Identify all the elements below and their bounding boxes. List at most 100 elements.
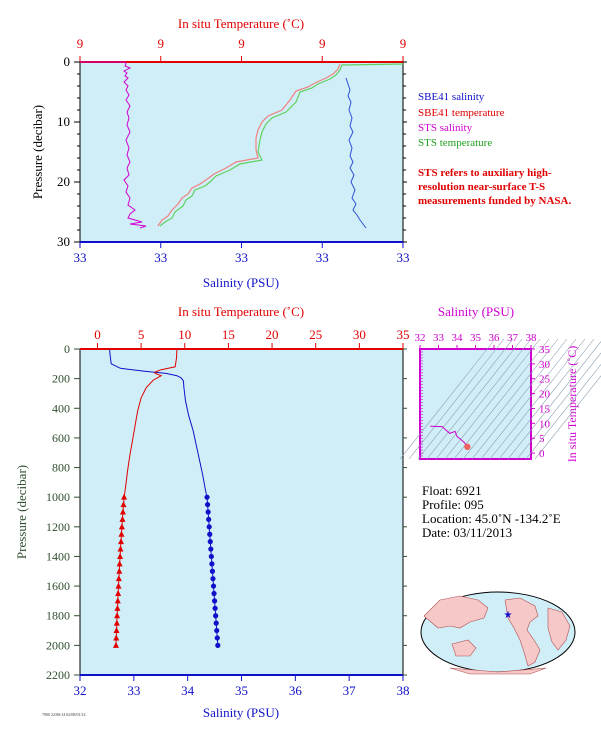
float-location: Location: 45.0˚N -134.2˚E: [422, 511, 561, 526]
panel-a-top-tick-label: 9: [400, 36, 407, 51]
profile-date: Date: 03/11/2013: [422, 525, 513, 540]
panel-b-salinity-point: [215, 642, 221, 648]
panel-b-temperature-point: [114, 612, 121, 619]
ts-deep-cluster: [464, 443, 471, 451]
panel-b-salinity-point: [213, 620, 219, 626]
ts-density-contour: [408, 338, 505, 460]
ts-plot-area: [419, 348, 532, 460]
panel-b-temperature-point: [119, 508, 126, 515]
ts-diagram-panel: Salinity (PSU) In situ Temperature (˚C) …: [399, 304, 601, 462]
near-surface-panel: In situ Temperature (˚C) Salinity (PSU) …: [30, 16, 505, 290]
panel-b-temperature-point: [114, 597, 121, 604]
ts-trace-line: [430, 425, 468, 448]
legend-item-sbe41-salinity: SBE41 salinity: [418, 91, 485, 103]
panel-b-temperature-point: [117, 545, 124, 552]
panel-b-temperature-point: [116, 567, 123, 574]
map-land-africa: [547, 607, 571, 651]
panel-b-temperature-point: [116, 560, 123, 567]
ts-density-contour: [498, 338, 595, 460]
panel-b-top-tick-label: 20: [266, 327, 279, 342]
panel-a-y-axis-label: Pressure (decibar): [30, 105, 45, 199]
panel-b-y-tick-label: 400: [52, 401, 70, 415]
panel-b-temperature-point: [117, 552, 124, 559]
panel-b-salinity-point: [210, 576, 216, 582]
ts-top-tick-label: 38: [526, 332, 538, 344]
panel-b-y-ticks: 0 200 400 600 800 1000 1200 1400 1600 1800 2000 220…: [46, 342, 407, 682]
panel-a-bottom-tick-label: 33: [154, 250, 167, 265]
ts-top-axis-label: Salinity (PSU): [438, 304, 514, 319]
panel-b-top-tick-label: 0: [94, 327, 101, 342]
panel-a-bottom-axis-label: Salinity (PSU): [203, 275, 279, 290]
panel-b-temperature-point: [121, 493, 128, 500]
panel-b-salinity-point: [214, 635, 220, 641]
panel-b-y-tick-label: 2200: [46, 668, 70, 682]
ts-top-tick-label: 34: [452, 332, 464, 344]
ts-density-contour: [426, 338, 523, 460]
world-map: ★: [420, 591, 576, 675]
panel-a-top-tick-label: 9: [238, 36, 245, 51]
panel-b-bottom-tick-label: 36: [289, 683, 303, 698]
panel-b-salinity-point: [207, 539, 213, 545]
ts-right-tick-label: 20: [539, 389, 551, 401]
ts-density-contour: [507, 341, 601, 460]
panel-b-y-tick-label: 2000: [46, 638, 70, 652]
ts-right-tick-label: 30: [539, 359, 551, 371]
panel-b-temperature-point: [113, 619, 120, 626]
panel-a-y-tick-label: 0: [64, 54, 71, 69]
panel-a-bottom-ticks: 33 33 33 33 33: [74, 242, 410, 265]
panel-b-temperature-point: [119, 515, 126, 522]
panel-b-y-tick-label: 1800: [46, 609, 70, 623]
panel-b-salinity-point: [210, 583, 217, 589]
float-id: Float: 6921: [422, 483, 482, 498]
panel-b-top-tick-label: 35: [397, 327, 410, 342]
panel-b-y-tick-label: 0: [64, 342, 70, 356]
panel-b-bottom-tick-label: 32: [74, 683, 87, 698]
ts-right-tick-label: 0: [539, 448, 545, 460]
panel-b-temperature-point: [113, 627, 120, 634]
panel-b-bottom-tick-label: 33: [127, 683, 140, 698]
ts-density-contour: [525, 363, 601, 460]
map-land-eurasia: [423, 595, 489, 629]
panel-b-salinity-point: [208, 546, 214, 552]
panel-a-bottom-tick-label: 33: [316, 250, 329, 265]
panel-b-temperature-point: [112, 641, 119, 648]
map-land-australia: [451, 639, 477, 657]
panel-b-salinity-point: [209, 561, 215, 567]
ts-density-contour: [399, 338, 496, 460]
panel-b-bottom-tick-label: 34: [181, 683, 195, 698]
panel-b-top-tick-label: 15: [222, 327, 235, 342]
panel-b-salinity-point: [206, 524, 212, 530]
ts-top-tick-label: 37: [507, 332, 519, 344]
panel-b-temperature-point: [120, 501, 127, 508]
ts-density-contour: [435, 338, 532, 460]
panel-a-y-tick-label: 20: [57, 174, 70, 189]
panel-b-temperature-point: [118, 523, 125, 530]
panel-b-top-ticks: 0 5 10 15 20 25 30 35: [94, 327, 410, 349]
panel-b-salinity-point: [206, 516, 212, 523]
panel-a-top-tick-label: 9: [319, 36, 326, 51]
ts-top-tick-label: 36: [489, 332, 501, 344]
panel-b-top-tick-label: 5: [138, 327, 145, 342]
full-depth-panel: In situ Temperature (˚C) Salinity (PSU) …: [14, 304, 410, 720]
panel-b-temperature-point: [115, 590, 122, 596]
sts-note: STS refers to auxiliary high-resolution …: [418, 167, 572, 207]
ts-right-ticks: 0 5 10 15 20 25 30 35: [420, 344, 551, 460]
ts-right-tick-label: 5: [539, 433, 545, 445]
panel-b-y-tick-label: 1400: [46, 549, 70, 563]
float-location-marker-icon: ★: [504, 610, 513, 621]
panel-b-y-axis-label: Pressure (decibar): [14, 465, 29, 559]
ts-density-contour: [489, 338, 586, 460]
ts-density-contour: [444, 338, 541, 460]
ts-right-tick-label: 15: [539, 403, 551, 415]
ts-top-ticks: 32 33 34 35 36 37 38: [415, 332, 538, 349]
panel-a-top-tick-label: 9: [77, 36, 84, 51]
panel-b-bottom-ticks: 32 33 34 35 36 37 38: [74, 675, 410, 698]
ts-density-contour: [516, 352, 601, 460]
panel-b-salinity-line: [109, 349, 208, 498]
panel-b-series: [109, 349, 221, 648]
ts-density-contour: [471, 338, 568, 460]
ts-density-contour: [480, 338, 577, 460]
panel-b-temperature-point: [113, 634, 120, 641]
panel-b-salinity-point: [211, 598, 218, 604]
